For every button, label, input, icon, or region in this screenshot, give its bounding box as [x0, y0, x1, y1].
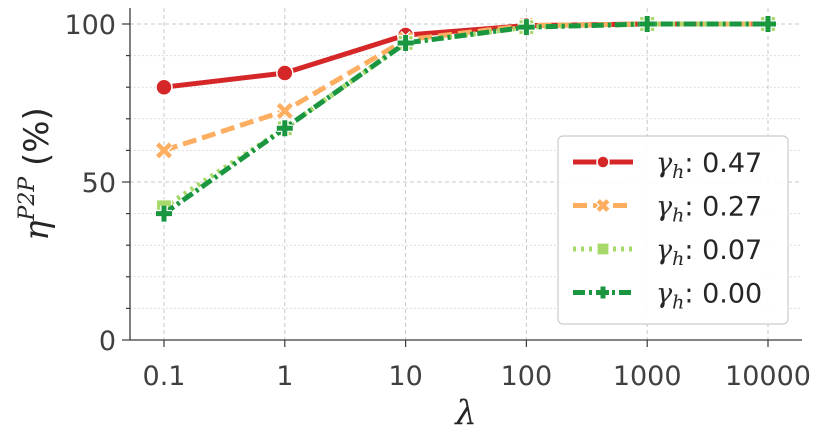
legend-entry: γh: 0.07	[573, 235, 762, 270]
legend: γh: 0.47 γh: 0.27 γh: 0.07 γh: 0.00	[557, 135, 789, 325]
legend-entry: γh: 0.47	[573, 148, 762, 183]
data-point	[639, 16, 656, 32]
x-tick-label: 0.1	[143, 361, 186, 392]
data-point	[276, 120, 293, 137]
plus-marker	[156, 205, 172, 222]
series-layer	[155, 15, 777, 222]
data-point	[760, 16, 776, 32]
y-tick-label: 0	[99, 326, 116, 357]
data-point	[276, 64, 294, 82]
x-tick-label: 100	[501, 361, 553, 392]
plus-marker	[397, 34, 414, 51]
square-marker	[596, 242, 610, 256]
y-tick-label: 100	[64, 10, 116, 41]
plus-marker	[276, 120, 293, 137]
legend-label: γh: 0.07	[656, 235, 762, 270]
legend-label: γh: 0.00	[656, 279, 762, 314]
series-line-0.00	[162, 21, 768, 216]
circle-marker	[596, 155, 610, 169]
y-tick-label: 50	[82, 168, 116, 199]
legend-label: γh: 0.27	[656, 192, 762, 227]
data-point	[397, 34, 414, 51]
legend-entry: γh: 0.27	[573, 192, 762, 227]
x-marker	[156, 142, 172, 159]
y-axis-label: ηP2P (%)	[15, 107, 57, 241]
data-point	[156, 205, 172, 222]
data-point	[155, 78, 173, 96]
circle-marker	[276, 64, 294, 82]
data-point	[275, 102, 294, 120]
axes	[122, 8, 802, 347]
plus-marker	[597, 286, 609, 299]
x-marker	[276, 102, 293, 119]
circle-marker	[155, 78, 173, 96]
x-marker	[596, 199, 610, 212]
data-point	[155, 141, 173, 160]
plus-marker	[760, 16, 776, 32]
data-point	[518, 19, 535, 36]
series-0.00	[156, 16, 776, 222]
x-tick-label: 1000	[613, 361, 682, 392]
plus-marker	[639, 16, 656, 32]
x-axis-label: λ	[453, 393, 477, 433]
x-tick-label: 10	[388, 361, 422, 392]
x-tick-label: 10000	[725, 361, 811, 392]
tick-labels: 0 50 100 0.1 1 10 100 1000 10000	[64, 10, 811, 392]
legend-entry: γh: 0.00	[573, 279, 762, 314]
plus-marker	[518, 19, 535, 36]
legend-box	[557, 135, 789, 325]
axis-labels: λ ηP2P (%)	[15, 107, 477, 433]
legend-label: γh: 0.47	[656, 148, 762, 183]
x-tick-label: 1	[276, 361, 293, 392]
